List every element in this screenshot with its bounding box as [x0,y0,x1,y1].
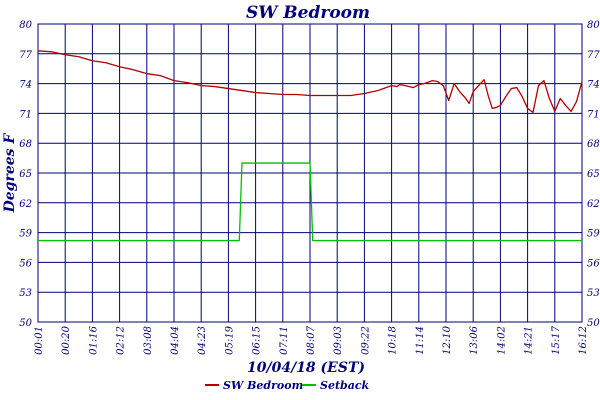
y-tick-label-right: 77 [587,50,600,61]
x-tick-label: 02:12 [116,326,127,355]
x-tick-label: 06:15 [252,326,263,355]
x-tick-label: 00:20 [61,325,72,354]
x-tick-label: 16:12 [578,326,589,355]
x-tick-label: 14:21 [524,326,535,355]
y-tick-label: 62 [19,199,32,210]
y-tick-label-right: 56 [587,258,600,269]
series-lines [37,50,583,242]
x-tick-label: 15:17 [551,325,562,354]
x-tick-label: 04:23 [197,326,208,355]
legend-label: Setback [320,379,370,392]
x-tick-label: 04:04 [170,326,181,355]
series-line-setback [38,162,582,242]
x-axis-ticks: 00:01 00:20 01:16 02:12 03:08 04:04 04:23 05:19… [34,325,589,354]
x-tick-label: 01:16 [88,325,99,354]
y-axis-right-ticks: 50 53 56 59 62 65 68 71 74 77 80 [587,20,600,329]
y-tick-label: 50 [19,318,32,329]
y-tick-label: 56 [19,258,32,269]
x-tick-label: 10:18 [388,326,399,355]
y-tick-label-right: 53 [587,288,600,299]
y-tick-label-right: 62 [587,199,600,210]
y-axis-left-ticks: 50 53 56 59 62 65 68 71 74 77 80 [19,20,32,329]
x-tick-label: 07:11 [279,326,290,355]
y-tick-label-right: 68 [587,139,600,150]
x-tick-label: 14:02 [496,326,507,355]
y-axis-label: Degrees F [2,133,18,214]
y-tick-label-right: 80 [587,20,600,31]
x-tick-label: 09:03 [333,326,344,355]
y-tick-label-right: 65 [587,169,600,180]
grid-lines [37,23,583,323]
y-tick-label: 77 [19,50,32,61]
y-tick-label: 74 [19,80,32,91]
legend: SW Bedroom Setback [205,379,370,392]
y-tick-label: 53 [19,288,32,299]
x-tick-label: 00:01 [34,326,45,355]
x-tick-label: 05:19 [224,325,235,354]
legend-label: SW Bedroom [223,379,303,392]
y-tick-label-right: 74 [587,80,600,91]
y-tick-label: 68 [19,139,32,150]
y-tick-label-right: 59 [587,229,600,240]
y-tick-label: 80 [19,20,32,31]
x-tick-label: 12:10 [442,325,453,354]
y-tick-label: 59 [19,229,32,240]
x-tick-label: 09:22 [360,326,371,355]
series-line-sw-bedroom [37,50,583,114]
y-tick-label: 65 [19,169,32,180]
x-tick-label: 03:08 [143,326,154,355]
x-axis-label: 10/04/18 (EST) [247,360,365,376]
y-tick-label-right: 71 [587,109,600,120]
y-tick-label-right: 50 [587,318,600,329]
x-tick-label: 13:06 [469,325,480,354]
x-tick-label: 11:14 [415,326,426,355]
x-tick-label: 08:07 [306,325,317,354]
chart-title: SW Bedroom [246,3,370,23]
y-tick-label: 71 [19,109,32,120]
